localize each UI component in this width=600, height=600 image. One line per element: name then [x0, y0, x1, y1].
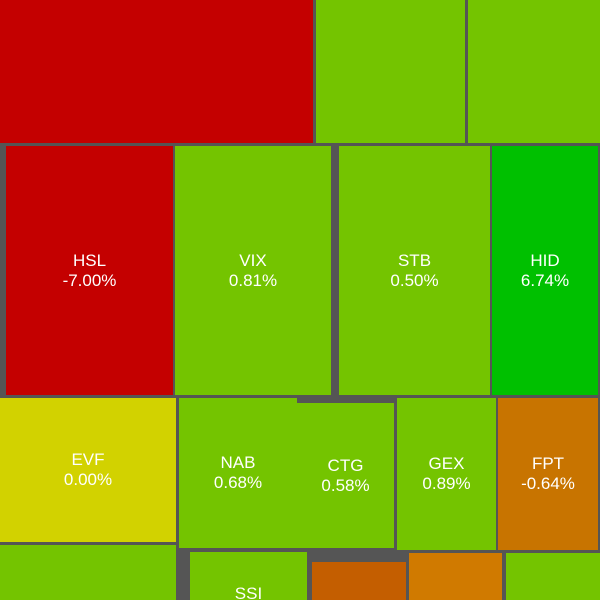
tile-label: EVF: [71, 450, 105, 469]
tile-change: 0.81%: [228, 270, 278, 290]
tile-change: 0.89%: [422, 474, 471, 493]
tile[interactable]: [0, 0, 313, 143]
tile-change: 0.58%: [321, 475, 370, 495]
tile-label: STB: [397, 250, 432, 270]
tile-change: 0.00%: [63, 470, 113, 489]
tile[interactable]: HSL -7.00%: [6, 146, 173, 395]
tile-label: VIX: [239, 250, 267, 270]
tile-label: SSI: [234, 584, 263, 600]
tile[interactable]: SSI: [190, 552, 307, 600]
tile[interactable]: FPT -0.64%: [498, 398, 598, 550]
tile[interactable]: EVF 0.00%: [0, 398, 176, 542]
tile-label: HID: [530, 250, 560, 270]
tile[interactable]: [409, 553, 502, 600]
tile[interactable]: [506, 553, 600, 600]
tile[interactable]: STB 0.50%: [339, 146, 490, 395]
tile[interactable]: GEX 0.89%: [397, 398, 496, 550]
tile-change: 6.74%: [520, 270, 570, 290]
tile[interactable]: [468, 0, 600, 143]
tile-label: NAB: [220, 453, 256, 472]
tile-label: CTG: [327, 455, 364, 475]
tile[interactable]: [0, 545, 176, 600]
tile-label: GEX: [428, 454, 465, 473]
tile-label: FPT: [531, 454, 565, 473]
tile-change: -7.00%: [62, 270, 117, 290]
tile[interactable]: NAB 0.68%: [179, 398, 297, 548]
tile[interactable]: VIX 0.81%: [175, 146, 331, 395]
tile[interactable]: [312, 562, 406, 600]
tile-change: 0.50%: [390, 270, 439, 290]
tile-label: HSL: [72, 250, 107, 270]
tile-change: -0.64%: [521, 474, 575, 493]
tile-change: 0.68%: [213, 473, 263, 492]
tile[interactable]: [316, 0, 465, 143]
tile[interactable]: HID 6.74%: [492, 146, 598, 395]
tile[interactable]: CTG 0.58%: [297, 403, 394, 548]
